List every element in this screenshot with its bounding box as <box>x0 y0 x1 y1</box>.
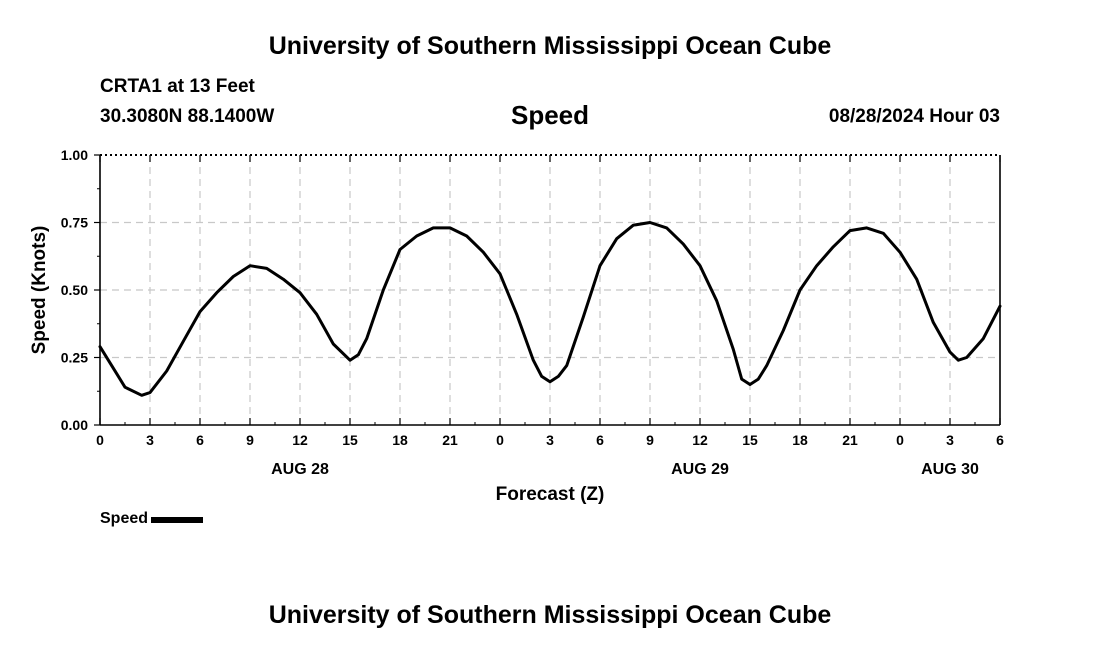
x-tick-label: 3 <box>146 432 154 448</box>
axis-labels: 0 3 6 9 12 15 18 21 0 3 6 9 12 15 18 21 0 3 6 0.00 0.25 0.50 0… <box>29 147 1004 505</box>
y-tick-label: 0.00 <box>61 417 88 433</box>
legend-label: Speed <box>100 510 149 527</box>
x-tick-label: 12 <box>292 432 308 448</box>
x-tick-label: 3 <box>546 432 554 448</box>
date-label: AUG 30 <box>921 461 979 478</box>
y-tick-label: 0.25 <box>61 350 88 366</box>
x-tick-label: 21 <box>442 432 458 448</box>
x-tick-label: 15 <box>742 432 758 448</box>
x-tick-label: 0 <box>496 432 504 448</box>
x-tick-label: 6 <box>596 432 604 448</box>
x-tick-label: 15 <box>342 432 358 448</box>
x-tick-label: 18 <box>792 432 808 448</box>
x-tick-label: 12 <box>692 432 708 448</box>
series-line-speed <box>98 221 1002 397</box>
date-label: AUG 29 <box>671 461 729 478</box>
y-tick-label: 0.50 <box>61 282 88 298</box>
y-tick-label: 0.75 <box>61 215 88 231</box>
x-axis-title: Forecast (Z) <box>496 484 605 505</box>
y-tick-label: 1.00 <box>61 147 88 163</box>
station-coordinates: 30.3080N 88.1400W <box>100 106 275 127</box>
chart-title: Speed <box>510 100 590 130</box>
series-layer <box>98 221 1002 397</box>
chart-axes <box>94 154 1001 426</box>
grid-lines <box>100 155 1000 425</box>
legend: Speed <box>100 510 204 528</box>
x-tick-label: 6 <box>196 432 204 448</box>
x-tick-label: 3 <box>946 432 954 448</box>
x-tick-label: 6 <box>996 432 1004 448</box>
x-tick-label: 0 <box>96 432 104 448</box>
page-title: University of Southern Mississippi Ocean… <box>268 32 832 60</box>
x-tick-label: 9 <box>246 432 254 448</box>
x-tick-label: 18 <box>392 432 408 448</box>
footer-title: University of Southern Mississippi Ocean… <box>268 601 832 629</box>
y-axis-title: Speed (Knots) <box>29 226 50 355</box>
legend-swatch <box>151 517 204 523</box>
x-tick-label: 21 <box>842 432 858 448</box>
forecast-timestamp: 08/28/2024 Hour 03 <box>828 106 1000 127</box>
x-tick-label: 9 <box>646 432 654 448</box>
x-tick-label: 0 <box>896 432 904 448</box>
date-label: AUG 28 <box>271 461 329 478</box>
station-label: CRTA1 at 13 Feet <box>100 76 255 97</box>
